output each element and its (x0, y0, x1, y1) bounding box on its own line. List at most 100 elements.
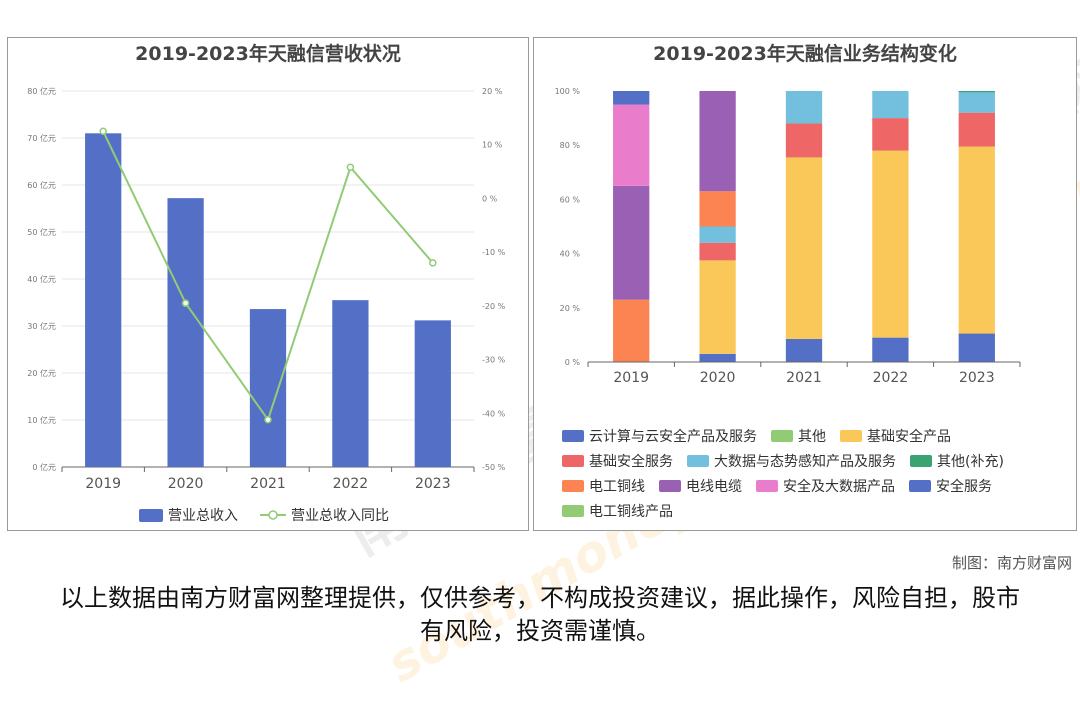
segment-2022-3 (872, 118, 909, 151)
segment-2023-4 (958, 92, 995, 113)
legend-swatch (562, 455, 584, 467)
revenue-chart: 2019-2023年天融信营收状况 0 亿元 10 亿元 20 亿元 30 亿元 40 … (27, 42, 506, 524)
segment-2020-0 (699, 353, 736, 362)
segment-2020-6 (699, 191, 736, 227)
x-tick-label: 2019 (85, 476, 121, 492)
revenue-bar-2023 (414, 320, 451, 467)
y-tick-label: 60 亿元 (27, 180, 56, 190)
chart-credit: 制图：南方财富网 (951, 554, 1072, 572)
y-tick-label: 70 亿元 (27, 133, 56, 143)
x-tick-label: 2021 (786, 370, 822, 386)
y-tick-label: 40 % (560, 250, 581, 259)
y-tick-label: 10 亿元 (27, 415, 56, 425)
segment-2023-0 (958, 333, 995, 362)
x-tick-label: 2021 (250, 476, 286, 492)
legend-label: 基础安全服务 (589, 453, 673, 470)
business-structure-chart: 2019-2023年天融信业务结构变化 0 % 20 % 40 % 60 % 80 % 1… (555, 42, 1021, 520)
y2-tick-label: 0 % (482, 194, 498, 203)
revenue-bar-2022 (332, 300, 369, 467)
y-tick-label: 80 亿元 (27, 86, 56, 96)
yoy-point-2021 (264, 415, 272, 424)
x-tick-label: 2023 (959, 370, 995, 386)
segment-2020-4 (699, 226, 736, 243)
yoy-point-2020 (181, 299, 190, 307)
segment-2019-7 (613, 185, 650, 300)
x-tick-label: 2023 (415, 476, 451, 492)
x-tick-label: 2019 (613, 370, 649, 386)
legend-swatch (910, 455, 932, 467)
segment-2023-5 (958, 91, 995, 93)
y-tick-label: 0 亿元 (32, 462, 56, 472)
legend-swatch (562, 480, 584, 492)
legend-label: 基础安全产品 (867, 428, 951, 445)
revenue-chart-panel: 2019-2023年天融信营收状况 0 亿元 10 亿元 20 亿元 30 亿元 40 … (7, 37, 529, 531)
y-tick-label: 60 % (560, 195, 581, 204)
x-tick-label: 2020 (700, 370, 736, 386)
business-structure-chart-panel: 2019-2023年天融信业务结构变化 0 % 20 % 40 % 60 % 80 % 1… (533, 37, 1077, 531)
revenue-bar-2019 (85, 133, 122, 468)
segment-2019-8 (613, 104, 650, 186)
y2-tick-label: -30 % (482, 356, 506, 365)
y2-tick-label: 10 % (482, 141, 503, 150)
y2-tick-label: -20 % (482, 302, 506, 311)
segment-2020-3 (699, 242, 736, 261)
legend-label: 安全及大数据产品 (783, 478, 895, 495)
yoy-point-2019 (99, 127, 107, 136)
legend-label: 电工铜线 (589, 479, 645, 495)
y-tick-label: 20 % (560, 304, 581, 313)
y-tick-label: 20 亿元 (27, 368, 56, 378)
legend-label: 安全服务 (936, 478, 992, 495)
y2-tick-label: -40 % (482, 409, 506, 418)
segment-2020-2 (699, 260, 736, 354)
y-tick-label: 50 亿元 (27, 227, 56, 237)
legend-label: 其他 (798, 429, 826, 445)
legend-label: 电工铜线产品 (589, 504, 673, 520)
x-tick-label: 2022 (333, 476, 369, 492)
legend-swatch (756, 480, 778, 492)
legend-label: 云计算与云安全产品及服务 (589, 428, 757, 445)
legend-label: 其他(补充) (937, 454, 1004, 470)
legend-swatch (687, 455, 709, 467)
yoy-point-2023 (429, 259, 437, 267)
segment-2019-6 (613, 299, 650, 362)
y-tick-label: 40 亿元 (27, 274, 56, 284)
chart-title: 2019-2023年天融信营收状况 (135, 42, 401, 65)
y-tick-label: 0 % (565, 358, 581, 367)
segment-2023-3 (958, 112, 995, 147)
y-tick-label: 80 % (560, 141, 581, 150)
legend-label: 电线电缆 (686, 479, 742, 495)
revenue-bar-2021 (249, 309, 287, 467)
legend-label-revenue: 营业总收入 (168, 508, 238, 524)
legend-swatch (562, 505, 584, 517)
legend-swatch (659, 480, 681, 492)
segment-2021-0 (785, 338, 823, 362)
segment-2022-4 (872, 91, 909, 119)
segment-2022-2 (872, 150, 909, 338)
segment-2021-3 (785, 123, 823, 158)
x-tick-label: 2022 (873, 370, 909, 386)
segment-2021-4 (785, 91, 823, 124)
segment-2022-0 (872, 337, 909, 362)
segment-2020-7 (699, 91, 736, 192)
legend-label-yoy: 营业总收入同比 (291, 508, 389, 524)
legend-swatch-bar (139, 509, 163, 522)
chart-title: 2019-2023年天融信业务结构变化 (653, 42, 957, 65)
y-tick-label: 100 % (555, 87, 581, 96)
legend-label: 大数据与态势感知产品及服务 (714, 453, 896, 470)
revenue-bar-2020 (167, 198, 204, 467)
legend-swatch (909, 480, 931, 492)
y-tick-label: 30 亿元 (27, 321, 56, 331)
segment-2019-9 (613, 91, 650, 105)
x-tick-label: 2020 (168, 476, 204, 492)
segment-2021-2 (785, 157, 823, 339)
y2-tick-label: -10 % (482, 248, 506, 257)
legend-swatch (771, 430, 793, 442)
legend-swatch-marker (268, 510, 278, 520)
legend-swatch (562, 430, 584, 442)
segment-2023-2 (958, 146, 995, 334)
y2-tick-label: -50 % (482, 463, 506, 472)
y2-tick-label: 20 % (482, 87, 503, 96)
legend-swatch (840, 430, 862, 442)
disclaimer-text: 以上数据由南方财富网整理提供，仅供参考，不构成投资建议，据此操作，风险自担，股市… (60, 584, 1020, 645)
yoy-point-2022 (346, 163, 355, 172)
